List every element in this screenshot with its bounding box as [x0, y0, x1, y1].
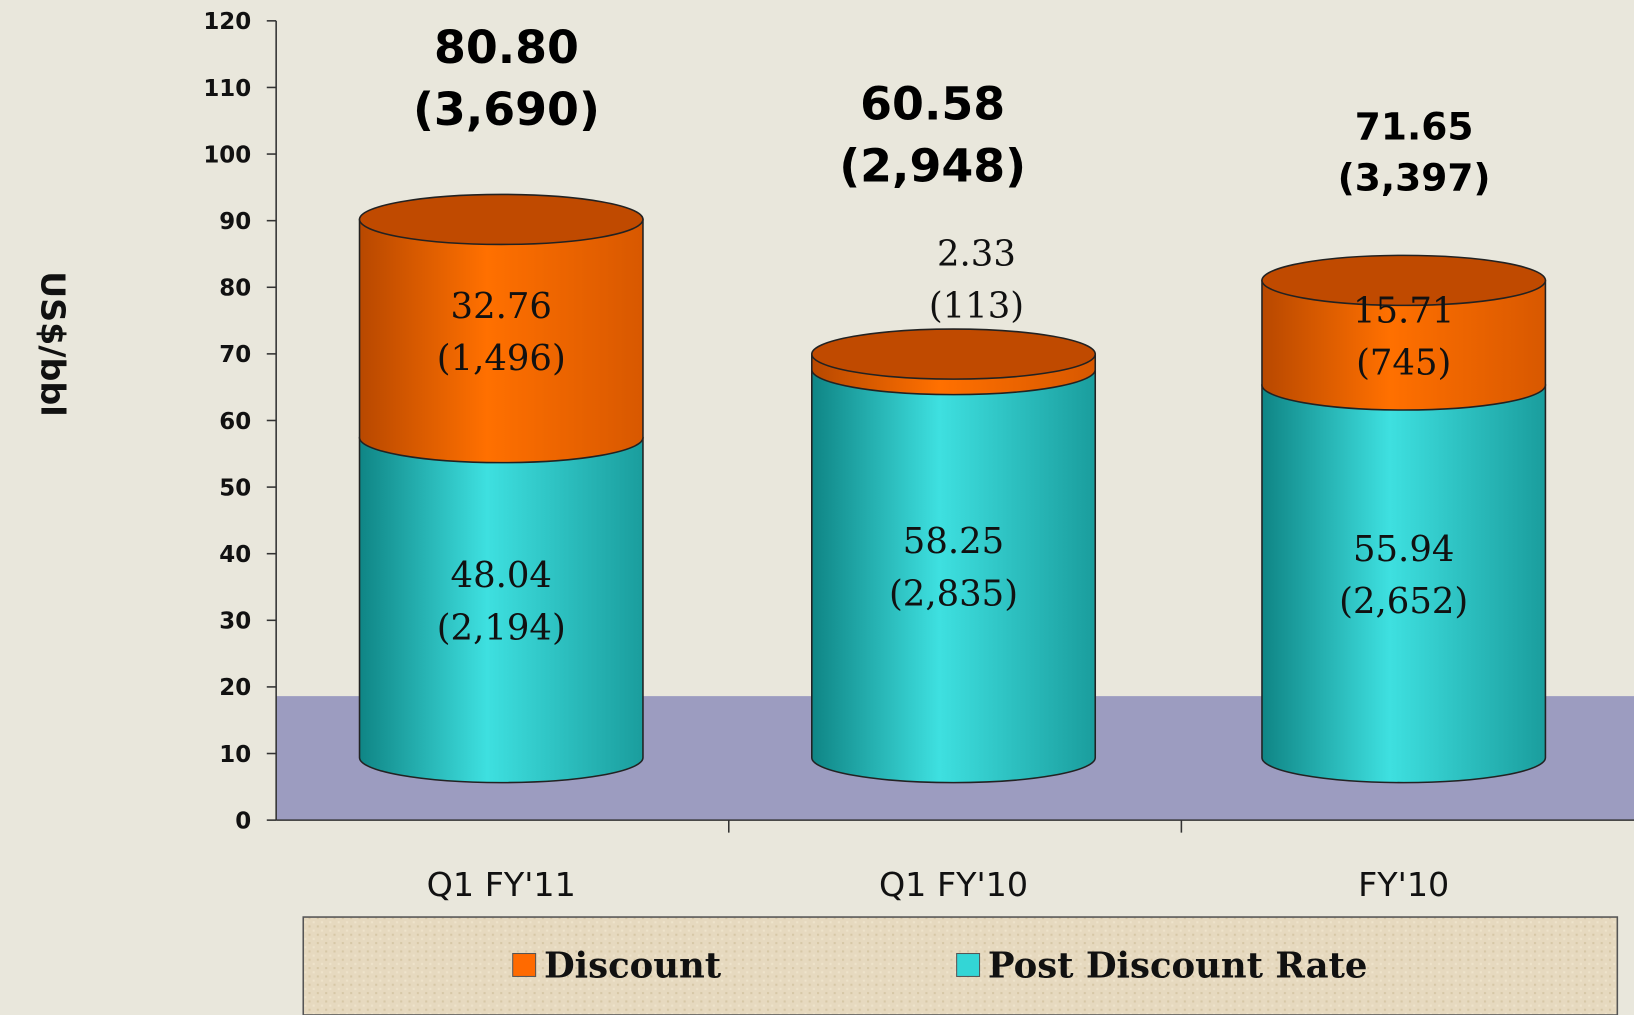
y-tick-label: 70	[219, 342, 251, 368]
x-tick-label: Q1 FY'10	[879, 865, 1028, 904]
total-value-label: 60.58	[860, 77, 1005, 131]
total-amount-label: (2,948)	[839, 139, 1026, 193]
segment-value-label: 2.33	[937, 234, 1016, 275]
segment-value-label: 15.71	[1353, 290, 1454, 331]
y-tick-label: 0	[235, 808, 251, 834]
y-tick-label: 10	[219, 742, 251, 768]
segment-value-label: 58.25	[903, 521, 1004, 562]
x-tick-label: FY'10	[1358, 865, 1449, 904]
y-tick-label: 50	[219, 475, 251, 501]
y-tick-label: 110	[203, 76, 251, 102]
segment-value-label: 55.94	[1353, 529, 1454, 570]
legend-label: Discount	[544, 945, 722, 986]
y-tick-label: 90	[219, 209, 251, 235]
cylinder-top	[358, 193, 644, 246]
segment-amount-label: (2,652)	[1339, 581, 1468, 622]
y-tick-label: 40	[219, 542, 251, 568]
segment-amount-label: (2,835)	[889, 573, 1018, 614]
y-tick-label: 80	[219, 276, 251, 302]
cylinder-segment	[1261, 279, 1547, 411]
y-tick-label: 20	[219, 675, 251, 701]
y-tick-label: 60	[219, 409, 251, 435]
total-value-label: 71.65	[1355, 105, 1474, 149]
cylinder-segment	[358, 218, 644, 464]
legend-label: Post Discount Rate	[988, 945, 1368, 986]
y-tick-label: 30	[219, 609, 251, 635]
cylinder-top	[1261, 254, 1547, 307]
cylinder-top	[811, 328, 1097, 380]
legend-swatch	[512, 952, 537, 977]
segment-amount-label: (113)	[929, 286, 1024, 327]
cylinder-segment	[358, 436, 644, 784]
x-tick-label: Q1 FY'11	[427, 865, 576, 904]
total-amount-label: (3,690)	[413, 82, 600, 136]
total-amount-label: (3,397)	[1338, 155, 1491, 199]
legend-swatch	[956, 952, 981, 977]
total-value-label: 80.80	[434, 20, 579, 74]
y-tick-label: 100	[203, 142, 251, 168]
cylinder-segment	[1261, 384, 1547, 784]
segment-amount-label: (1,496)	[437, 338, 566, 379]
segment-amount-label: (2,194)	[437, 607, 566, 648]
y-axis-label: US$/bbl	[34, 271, 73, 417]
segment-amount-label: (745)	[1356, 342, 1451, 383]
y-tick-label: 120	[203, 9, 251, 35]
cylinder-segment	[811, 368, 1097, 784]
segment-value-label: 32.76	[451, 286, 552, 327]
segment-value-label: 48.04	[451, 555, 552, 596]
